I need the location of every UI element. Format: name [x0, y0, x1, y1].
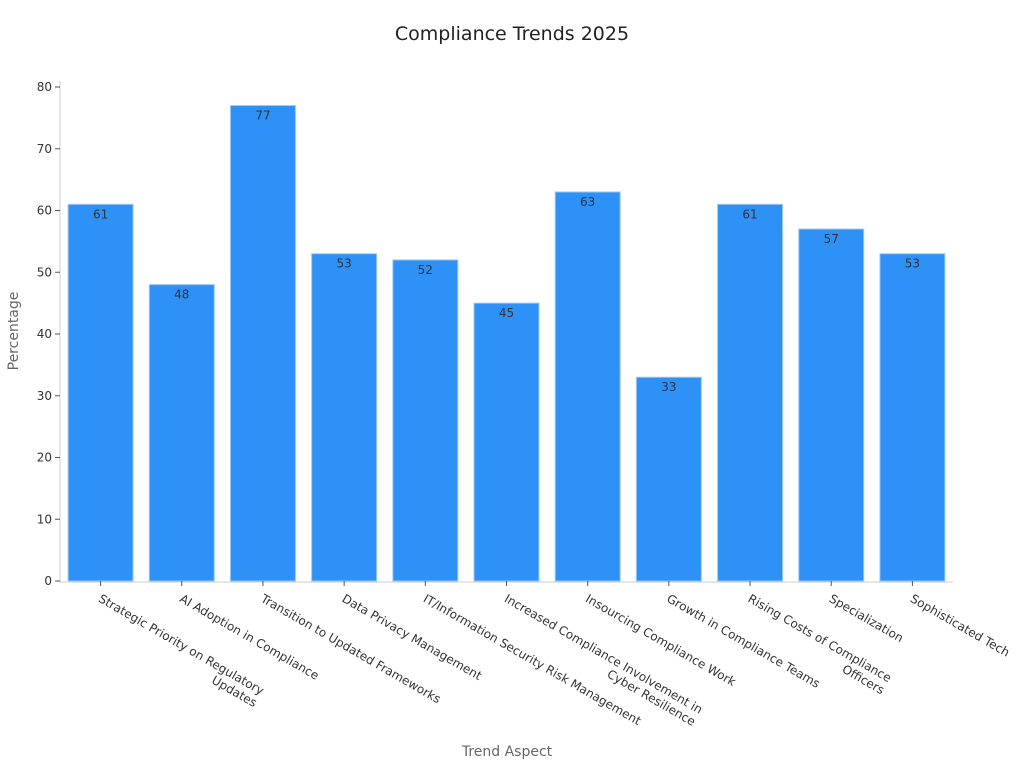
x-axis-label: Trend Aspect — [461, 744, 553, 760]
bar — [717, 203, 784, 582]
bar — [879, 253, 946, 582]
value-label: 48 — [174, 288, 189, 302]
x-tick-label: Growth in Compliance Teams — [664, 591, 822, 690]
y-tick-label: 0 — [44, 574, 52, 588]
x-tick-label: Sophisticated Tech — [908, 591, 1012, 659]
bar — [67, 203, 134, 582]
value-label: 45 — [499, 306, 514, 320]
bar — [148, 284, 215, 582]
y-axis-label: Percentage — [6, 292, 22, 371]
value-label: 77 — [255, 109, 270, 123]
bar — [229, 105, 296, 582]
value-label: 53 — [905, 257, 920, 271]
value-label: 63 — [580, 195, 595, 209]
value-label: 53 — [336, 257, 351, 271]
bar — [473, 302, 540, 582]
x-tick-label: Strategic Priority on RegulatoryUpdates — [89, 591, 266, 710]
y-tick-label: 40 — [37, 327, 52, 341]
bar — [635, 376, 702, 582]
bar — [392, 259, 459, 582]
y-tick-label: 20 — [37, 451, 52, 465]
y-tick-label: 50 — [37, 265, 52, 279]
bar — [311, 253, 378, 582]
bar — [554, 191, 621, 582]
y-tick-label: 80 — [37, 80, 52, 94]
x-tick-label: AI Adoption in Compliance — [177, 591, 321, 682]
x-tick-label-line: Rising Costs of Compliance — [746, 591, 894, 685]
x-tick-label: Specialization — [827, 591, 906, 645]
x-tick-label: Data Privacy Management — [340, 591, 485, 683]
y-tick-label: 10 — [37, 512, 52, 526]
x-tick-label-line: Strategic Priority on Regulatory — [96, 591, 266, 697]
y-tick-label: 70 — [37, 142, 52, 156]
value-label: 57 — [824, 232, 839, 246]
bar — [798, 228, 865, 582]
value-label: 52 — [418, 263, 433, 277]
chart-title: Compliance Trends 2025 — [395, 23, 629, 45]
value-label: 61 — [93, 207, 108, 221]
value-label: 61 — [742, 207, 757, 221]
y-tick-label: 60 — [37, 204, 52, 218]
y-tick-label: 30 — [37, 389, 52, 403]
value-label: 33 — [661, 380, 676, 394]
